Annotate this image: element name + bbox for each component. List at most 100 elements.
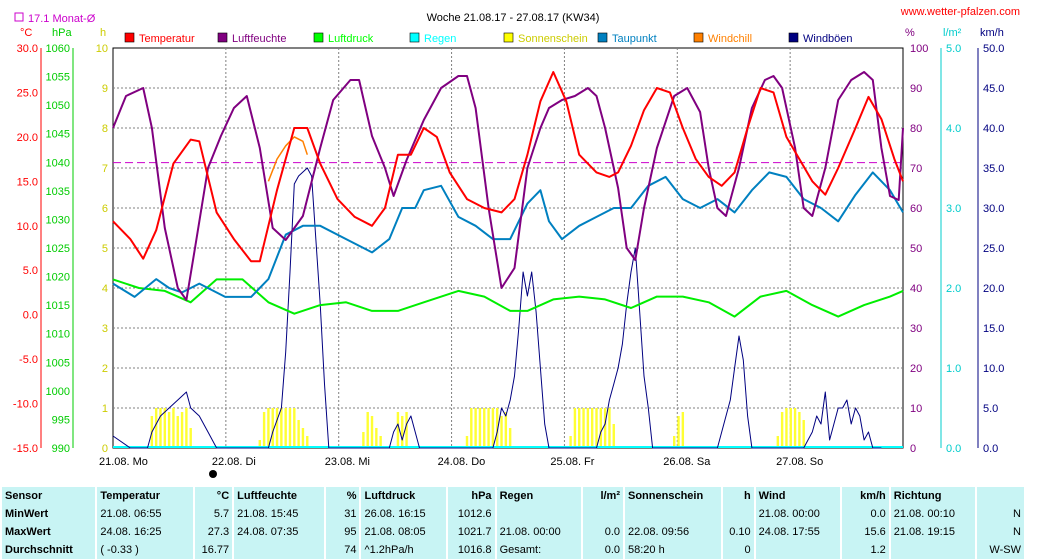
hdr-wind-unit: km/h [842, 487, 889, 505]
sunshine-bar [793, 408, 797, 448]
sunshine-bar [681, 412, 685, 448]
site-url[interactable]: www.wetter-pfalzen.com [900, 6, 1020, 18]
hum-tick-label: 100 [910, 43, 928, 55]
avg-wind-val: 1.2 [842, 541, 889, 559]
press-tick-label: 1020 [46, 272, 70, 284]
press-tick-label: 1025 [46, 243, 70, 255]
hum-unit-label: % [905, 27, 915, 39]
windchill-line [267, 136, 309, 182]
min-sun-time [625, 505, 721, 523]
legend-label-2: Luftdruck [328, 33, 374, 45]
hdr-hum: Luftfeuchte [234, 487, 325, 505]
sunshine-bar [802, 420, 805, 448]
sunshine-bar [586, 408, 590, 448]
sunshine-bar [483, 408, 486, 448]
max-rain-time: 21.08. 00:00 [496, 523, 581, 541]
wind-tick-label: 20.0 [983, 283, 1004, 295]
legend-label-1: Luftfeuchte [232, 33, 286, 45]
legend-swatch-6 [693, 32, 704, 43]
sunshine-bar [780, 412, 784, 448]
legend-label-6: Windchill [708, 33, 752, 45]
sunshine-bar [297, 420, 300, 448]
plot-frame [112, 47, 904, 449]
legend-swatch-5 [597, 32, 608, 43]
max-temp-time: 24.08. 16:25 [97, 523, 193, 541]
dewpoint-line [112, 171, 904, 298]
legend-label-7: Windböen [803, 33, 853, 45]
min-label: MinWert [2, 505, 96, 523]
sun-tick-label: 9 [102, 83, 108, 95]
sun-unit-label: h [100, 27, 106, 39]
legend-label-3: Regen [424, 33, 456, 45]
sunshine-bar [470, 408, 473, 448]
sunshine-bar [401, 416, 404, 448]
sun-tick-label: 0 [102, 443, 108, 455]
press-tick-label: 995 [52, 414, 70, 426]
hdr-wind: Wind [755, 487, 841, 505]
wind-tick-label: 10.0 [983, 363, 1004, 375]
min-temp-val: 5.7 [194, 505, 233, 523]
hum-tick-label: 30 [910, 323, 922, 335]
hum-tick-label: 10 [910, 403, 922, 415]
hdr-sun-unit: h [722, 487, 754, 505]
avg-hum-val: 74 [326, 541, 360, 559]
sunshine-bar [284, 408, 287, 448]
hum-tick-label: 80 [910, 123, 922, 135]
max-press-val: 1021.7 [447, 523, 495, 541]
x-tick-label: 27.08. So [776, 456, 823, 468]
min-rain-val [583, 505, 623, 523]
max-rain-val: 0.0 [583, 523, 623, 541]
avg-dir-time [890, 541, 976, 559]
moon-phase-icon [209, 470, 217, 478]
sunshine-bar [491, 408, 495, 448]
sunshine-bar [180, 412, 184, 448]
sunshine-bar [163, 408, 167, 448]
legend-swatch-3 [409, 32, 420, 43]
press-tick-label: 1035 [46, 186, 70, 198]
sunshine-bar [599, 408, 603, 448]
wind-tick-label: 15.0 [983, 323, 1004, 335]
gusts-line [112, 167, 882, 449]
sunshine-bar [487, 408, 490, 448]
wind-tick-label: 45.0 [983, 83, 1004, 95]
temperature-line [112, 71, 904, 263]
min-wind-time: 21.08. 00:00 [755, 505, 841, 523]
hdr-hum-unit: % [326, 487, 360, 505]
sunshine-bar [306, 436, 309, 448]
plot-area [112, 71, 904, 449]
hdr-temp: Temperatur [97, 487, 193, 505]
x-tick-label: 24.08. Do [438, 456, 486, 468]
hum-tick-label: 50 [910, 243, 922, 255]
legend-swatch-0 [124, 32, 135, 43]
temp-tick-label: 0.0 [23, 310, 38, 322]
press-unit-label: hPa [52, 27, 72, 39]
sunshine-bar [478, 408, 482, 448]
sun-tick-label: 3 [102, 323, 108, 335]
sunshine-bar [595, 408, 598, 448]
press-tick-label: 1010 [46, 329, 70, 341]
temp-tick-label: -5.0 [19, 354, 38, 366]
rain-tick-label: 0.0 [946, 443, 961, 455]
hum-tick-label: 20 [910, 363, 922, 375]
wind-unit-label: km/h [980, 27, 1004, 39]
sun-tick-label: 7 [102, 163, 108, 175]
sunshine-bar [280, 408, 283, 448]
sunshine-bar [504, 412, 508, 448]
temp-tick-label: 20.0 [17, 132, 38, 144]
avg-temp-val: 16.77 [194, 541, 233, 559]
sunshine-bar [500, 416, 503, 448]
temp-tick-label: 25.0 [17, 87, 38, 99]
press-tick-label: 1030 [46, 214, 70, 226]
sunshine-bar [185, 408, 188, 448]
sunshine-bar [789, 408, 792, 448]
hdr-sensor: Sensor [2, 487, 96, 505]
x-tick-label: 22.08. Di [212, 456, 256, 468]
hum-tick-label: 90 [910, 83, 922, 95]
sunshine-bar [167, 412, 171, 448]
sunshine-bar [465, 436, 469, 448]
min-dir-val: N [977, 505, 1024, 523]
temp-tick-label: -10.0 [13, 399, 38, 411]
hdr-rain: Regen [496, 487, 581, 505]
axes-layer: 21.08. Mo 22.08. Di 23.08. Mi 24.08. Do 25.0… [13, 27, 1004, 478]
sunshine-bar [569, 436, 572, 448]
